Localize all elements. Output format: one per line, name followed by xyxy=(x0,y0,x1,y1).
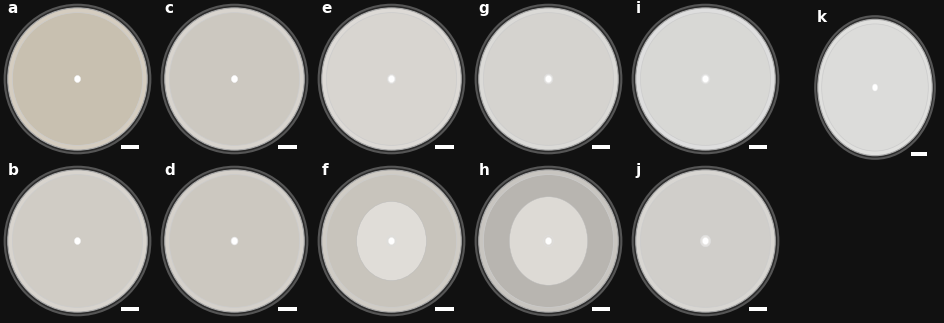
Ellipse shape xyxy=(5,5,150,153)
Ellipse shape xyxy=(635,8,774,150)
Bar xyxy=(278,145,296,149)
Ellipse shape xyxy=(326,13,456,145)
Ellipse shape xyxy=(509,197,587,285)
Ellipse shape xyxy=(12,175,143,307)
Ellipse shape xyxy=(475,5,621,153)
Bar xyxy=(434,145,453,149)
Ellipse shape xyxy=(8,170,147,312)
Ellipse shape xyxy=(164,170,304,312)
Ellipse shape xyxy=(356,202,426,280)
Ellipse shape xyxy=(701,76,708,83)
Ellipse shape xyxy=(635,170,774,312)
Ellipse shape xyxy=(231,76,237,83)
Ellipse shape xyxy=(701,237,708,245)
Ellipse shape xyxy=(161,167,307,315)
Ellipse shape xyxy=(5,167,150,315)
Ellipse shape xyxy=(169,175,299,307)
Ellipse shape xyxy=(483,175,613,307)
Bar xyxy=(121,145,140,149)
Bar xyxy=(748,307,767,310)
Text: d: d xyxy=(164,163,176,178)
Text: h: h xyxy=(479,163,489,178)
Ellipse shape xyxy=(387,74,396,84)
Text: k: k xyxy=(816,10,826,26)
Text: i: i xyxy=(635,1,640,16)
Ellipse shape xyxy=(321,170,461,312)
Text: f: f xyxy=(321,163,328,178)
Ellipse shape xyxy=(169,13,299,145)
Ellipse shape xyxy=(475,167,621,315)
Ellipse shape xyxy=(318,5,464,153)
Bar xyxy=(591,307,610,310)
Ellipse shape xyxy=(388,76,395,83)
Ellipse shape xyxy=(76,78,78,80)
Ellipse shape xyxy=(871,84,877,91)
Bar xyxy=(434,307,453,310)
Ellipse shape xyxy=(164,8,304,150)
Ellipse shape xyxy=(640,13,769,145)
Ellipse shape xyxy=(479,170,617,312)
Ellipse shape xyxy=(75,76,80,83)
Ellipse shape xyxy=(161,5,307,153)
Ellipse shape xyxy=(700,235,710,247)
Ellipse shape xyxy=(545,76,551,83)
Ellipse shape xyxy=(321,8,461,150)
Ellipse shape xyxy=(230,237,238,245)
Ellipse shape xyxy=(75,237,80,245)
Ellipse shape xyxy=(483,13,613,145)
Ellipse shape xyxy=(231,76,237,82)
Ellipse shape xyxy=(479,8,617,150)
Bar xyxy=(748,145,767,149)
Text: g: g xyxy=(479,1,489,16)
Ellipse shape xyxy=(386,236,396,246)
Ellipse shape xyxy=(871,84,877,91)
Ellipse shape xyxy=(545,237,551,245)
Ellipse shape xyxy=(326,175,456,307)
Ellipse shape xyxy=(700,74,709,84)
Ellipse shape xyxy=(632,5,778,153)
Ellipse shape xyxy=(8,8,147,150)
Text: c: c xyxy=(164,1,174,16)
Ellipse shape xyxy=(815,16,934,159)
Ellipse shape xyxy=(821,24,927,151)
Bar xyxy=(591,145,610,149)
Ellipse shape xyxy=(12,13,143,145)
Ellipse shape xyxy=(544,74,552,84)
Ellipse shape xyxy=(640,175,769,307)
Ellipse shape xyxy=(543,235,553,246)
Bar xyxy=(121,307,140,310)
Bar xyxy=(910,152,926,156)
Text: e: e xyxy=(321,1,331,16)
Ellipse shape xyxy=(318,167,464,315)
Ellipse shape xyxy=(231,237,237,245)
Text: j: j xyxy=(635,163,640,178)
Ellipse shape xyxy=(388,237,395,245)
Text: b: b xyxy=(8,163,19,178)
Text: a: a xyxy=(8,1,18,16)
Ellipse shape xyxy=(76,239,78,243)
Bar xyxy=(278,307,296,310)
Ellipse shape xyxy=(817,19,931,156)
Ellipse shape xyxy=(632,167,778,315)
